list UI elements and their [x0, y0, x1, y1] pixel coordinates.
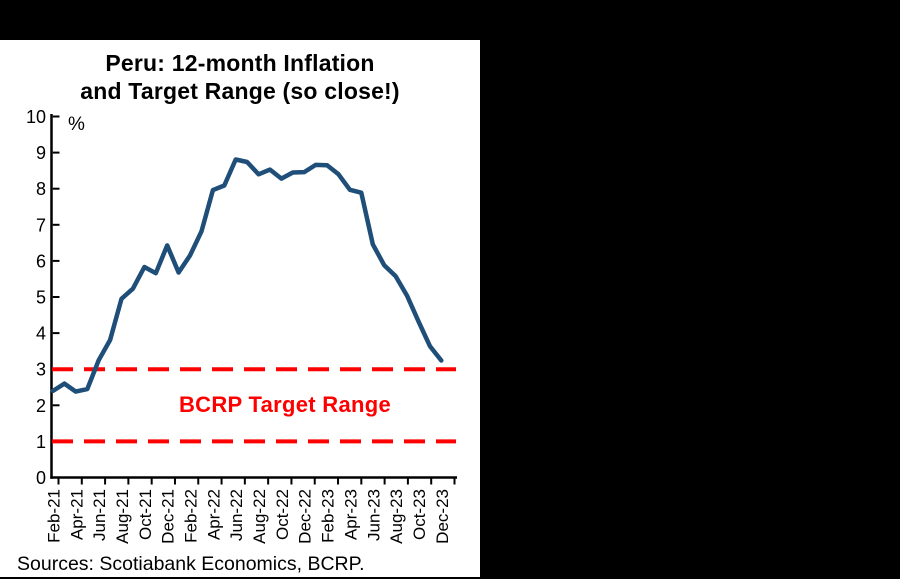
y-axis-unit-label: % [68, 114, 85, 135]
x-tick-label: Dec-22 [296, 489, 315, 544]
x-tick-label: Oct-22 [273, 489, 292, 540]
y-tick-label: 0 [36, 468, 46, 488]
x-tick-label: Oct-21 [136, 489, 155, 540]
y-tick-label: 4 [36, 324, 46, 344]
top-black-bar [0, 0, 900, 40]
x-tick-label: Jun-21 [90, 489, 109, 541]
x-tick-label: Oct-23 [410, 489, 429, 540]
x-tick-label: Apr-22 [204, 489, 223, 540]
chart-panel: Peru: 12-month Inflation and Target Rang… [0, 40, 480, 577]
x-tick-label: Aug-23 [387, 489, 406, 544]
inflation-series-line [50, 157, 444, 394]
y-tick-label: 8 [36, 179, 46, 199]
x-tick-label: Aug-21 [113, 489, 132, 544]
x-tick-label: Dec-23 [433, 489, 452, 544]
x-tick-label: Dec-21 [159, 489, 178, 544]
chart-title: Peru: 12-month Inflation and Target Rang… [0, 49, 480, 105]
sources-note: Sources: Scotiabank Economics, BCRP. [17, 553, 365, 575]
x-tick-label: Feb-22 [182, 489, 201, 543]
x-tick-label: Feb-23 [319, 489, 338, 543]
x-tick-label: Apr-23 [341, 489, 360, 540]
chart-title-line2: and Target Range (so close!) [80, 78, 400, 104]
x-tick-label: Apr-21 [67, 489, 86, 540]
x-tick-label: Jun-22 [227, 489, 246, 541]
y-tick-label: 2 [36, 396, 46, 416]
x-tick-label: Aug-22 [250, 489, 269, 544]
x-tick-label: Jun-23 [364, 489, 383, 541]
y-tick-label: 5 [36, 288, 46, 308]
chart-title-line1: Peru: 12-month Inflation [105, 50, 375, 76]
y-tick-label: 9 [36, 143, 46, 163]
target-range-label: BCRP Target Range [178, 392, 392, 417]
y-tick-label: 6 [36, 251, 46, 271]
y-tick-label: 3 [36, 360, 46, 380]
y-tick-label: 1 [36, 432, 46, 452]
x-tick-label: Feb-21 [45, 489, 64, 543]
y-tick-label: 7 [36, 215, 46, 235]
y-tick-label: 10 [26, 107, 46, 127]
